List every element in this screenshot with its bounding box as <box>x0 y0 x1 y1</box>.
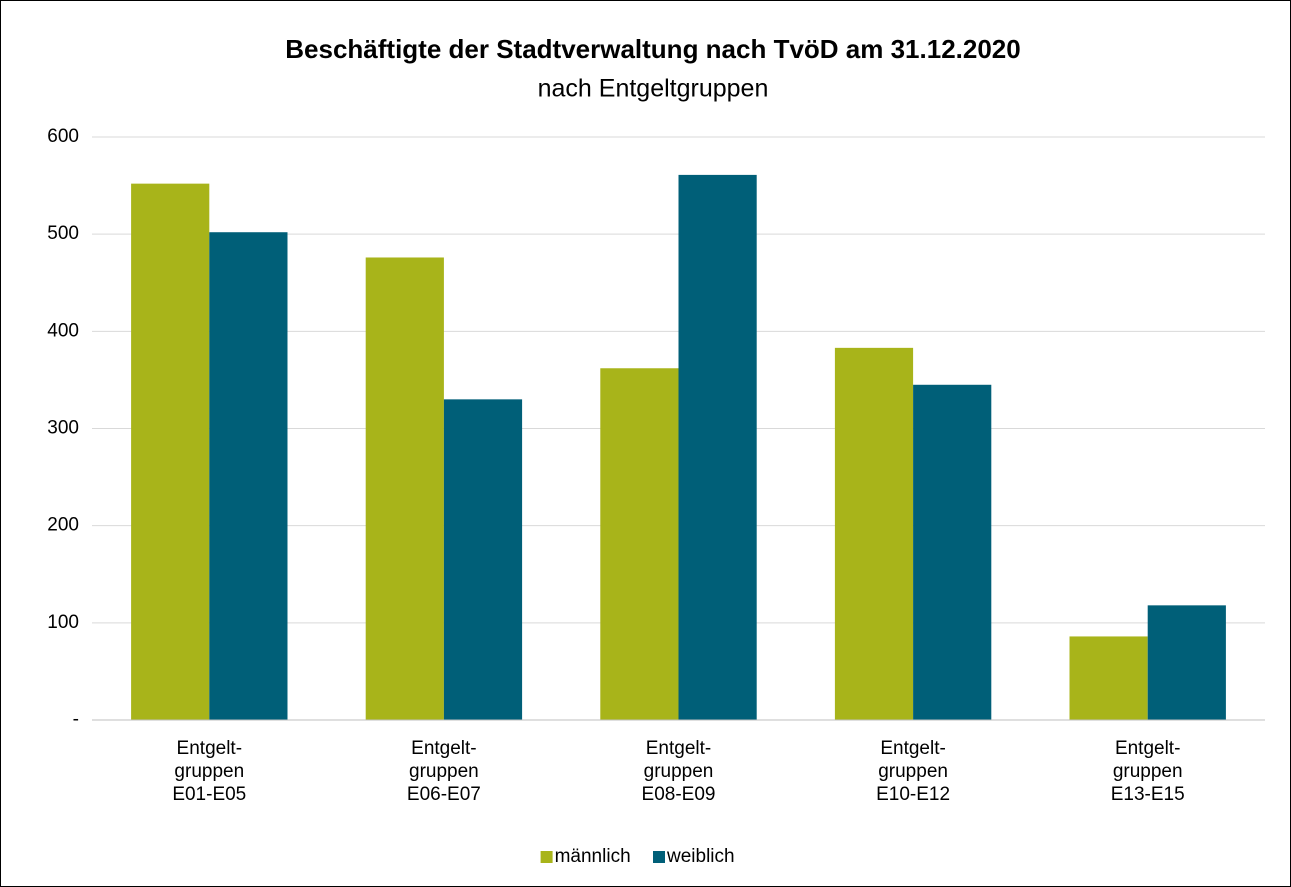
bar <box>365 257 444 720</box>
y-tick-label: 300 <box>47 418 79 439</box>
legend-label: weiblich <box>666 846 735 867</box>
x-tick-label: Entgelt- gruppen E13-E15 <box>1110 738 1185 805</box>
bar <box>131 183 210 720</box>
x-tick-label: Entgelt- gruppen E08-E09 <box>641 738 716 805</box>
y-tick-label: 600 <box>47 126 79 147</box>
bar <box>834 347 914 720</box>
y-tick-label: 400 <box>47 320 79 341</box>
bar <box>600 368 679 720</box>
chart-title: Beschäftigte der Stadtverwaltung nach Tv… <box>285 34 1020 64</box>
bar <box>209 232 288 720</box>
bar <box>678 174 757 720</box>
legend-swatch <box>540 851 553 863</box>
x-tick-label: Entgelt- gruppen E10-E12 <box>876 738 951 805</box>
legend-label: männlich <box>555 846 631 867</box>
y-tick-label: 200 <box>47 515 79 536</box>
y-tick-label: 500 <box>47 223 79 244</box>
chart-subtitle: nach Entgeltgruppen <box>538 75 769 103</box>
x-tick-label: Entgelt- gruppen E01-E05 <box>172 738 247 805</box>
bar <box>1069 636 1148 720</box>
bar <box>443 399 523 720</box>
y-tick-label: - <box>73 709 79 730</box>
y-tick-label: 100 <box>47 612 79 633</box>
legend-swatch <box>653 851 665 863</box>
x-tick-label: Entgelt- gruppen E06-E07 <box>406 738 481 805</box>
bar <box>1147 605 1226 720</box>
bar <box>913 384 992 720</box>
